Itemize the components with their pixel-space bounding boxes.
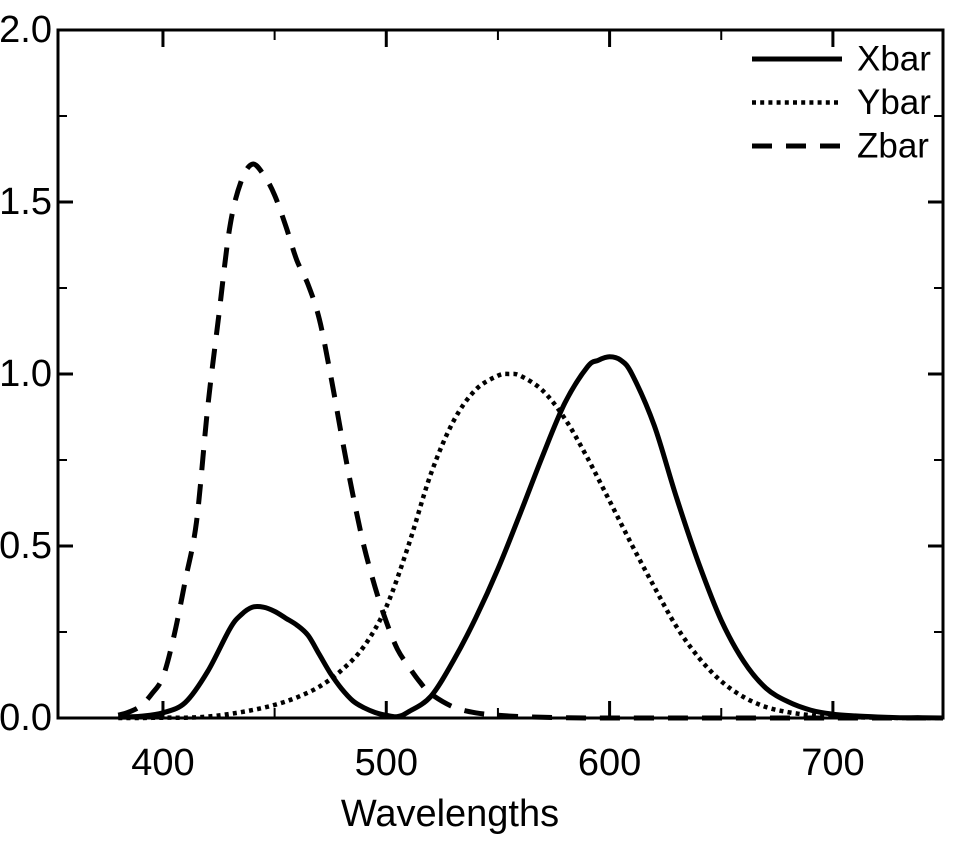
curve-xbar bbox=[118, 354, 944, 721]
legend-label-xbar: Xbar bbox=[857, 40, 931, 79]
x-tick-label-600: 600 bbox=[578, 742, 641, 784]
legend: Xbar Ybar Zbar bbox=[752, 40, 931, 166]
x-tick-label-400: 400 bbox=[131, 742, 194, 784]
legend-label-ybar: Ybar bbox=[857, 83, 931, 122]
curve-ybar bbox=[118, 371, 943, 721]
legend-label-zbar: Zbar bbox=[857, 127, 929, 166]
y-tick-label-1.0: 1.0 bbox=[0, 353, 52, 395]
x-axis-label: Wavelengths bbox=[341, 793, 559, 835]
axis-tick-labels: 400 500 600 700 0.0 0.5 1.0 1.5 2.0 bbox=[0, 9, 865, 784]
y-tick-label-1.5: 1.5 bbox=[0, 181, 52, 223]
curve-zbar bbox=[117, 161, 943, 721]
x-tick-label-500: 500 bbox=[355, 742, 418, 784]
y-tick-label-2.0: 2.0 bbox=[0, 9, 52, 51]
curves bbox=[117, 161, 944, 721]
y-tick-label-0.0: 0.0 bbox=[0, 697, 52, 739]
y-tick-label-0.5: 0.5 bbox=[0, 525, 52, 567]
x-tick-label-700: 700 bbox=[801, 742, 864, 784]
